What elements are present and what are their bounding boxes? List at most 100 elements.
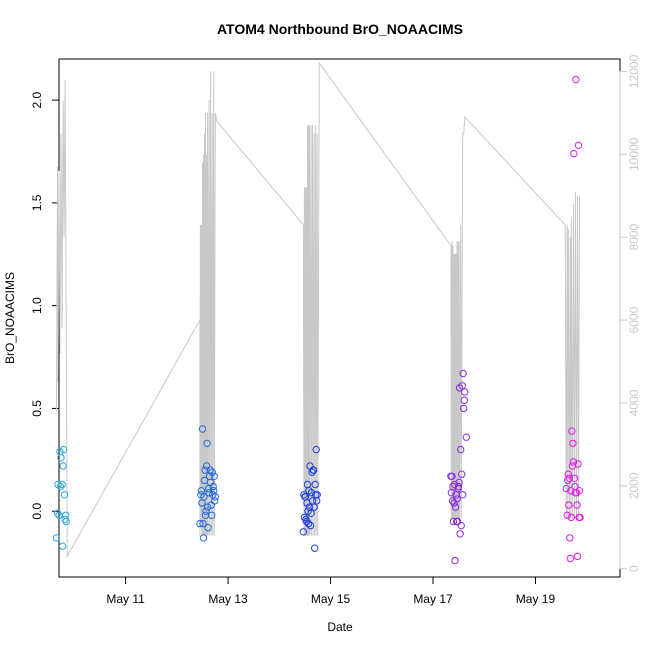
chart-title: ATOM4 Northbound BrO_NOAACIMS [217,21,463,37]
data-point [459,369,467,378]
data-point [202,507,210,515]
data-point [454,482,463,491]
data-point [307,509,315,517]
data-point [310,503,318,511]
data-point [198,425,207,433]
data-point [300,513,309,522]
data-point [313,491,321,499]
data-point [61,511,70,519]
data-point [311,480,319,489]
data-point [58,542,67,550]
data-point [576,513,584,522]
data-point [462,433,470,441]
data-point [458,382,466,390]
y2-tick-label: 12000 [627,54,641,88]
data-point [448,497,457,505]
data-point [204,524,212,532]
data-point [568,427,576,435]
plot-border [58,58,621,578]
x-tick-label: May 13 [208,592,248,606]
data-point [453,495,461,503]
data-point [457,521,465,530]
y-axis-left: 0.0 0.5 1.0 1.5 2.0 [30,91,60,520]
data-point [453,517,462,526]
y-tick-label: 0.0 [30,503,44,520]
data-point [62,517,70,526]
data-point [569,439,577,448]
data-point [458,470,466,478]
data-point [201,466,209,474]
data-point [575,487,584,495]
data-point [574,460,582,468]
y2-tick-label: 6000 [627,306,641,333]
data-point [199,534,208,542]
data-point [566,554,574,563]
data-point [574,141,583,150]
data-point [208,468,216,476]
data-point [306,521,315,530]
data-point [567,513,575,522]
data-point [59,445,68,454]
data-point [203,439,211,448]
series-points-group [52,75,584,565]
data-point [205,489,213,497]
data-point [211,493,220,501]
data-point [449,482,457,491]
data-point [59,462,67,470]
data-point [54,480,62,489]
data-point [200,493,208,501]
data-point [309,466,318,474]
data-point [562,484,570,493]
data-point [58,480,66,489]
y2-tick-label: 2000 [627,472,641,499]
data-point [208,511,216,519]
data-point [60,491,69,499]
data-point [312,445,320,454]
y-axis-right: 0 2000 4000 6000 8000 10000 12000 [619,54,641,572]
x-tick-label: May 11 [106,592,145,606]
data-point [570,149,578,158]
y2-tick-label: 8000 [627,224,641,251]
y-tick-label: 0.5 [30,400,44,417]
data-point [210,472,218,480]
data-point [448,472,456,480]
y-tick-label: 1.0 [30,297,44,314]
data-point [211,497,219,505]
data-point [197,487,206,495]
data-point [304,519,313,528]
y-tick-label: 2.0 [30,91,44,108]
data-point [572,75,580,84]
data-point [565,474,573,482]
x-tick-label: May 17 [413,592,453,606]
y2-tick-label: 4000 [627,389,641,416]
data-point [565,501,573,509]
data-point [196,519,204,528]
y2-tick-label: 10000 [627,137,641,171]
x-axis-label: Date [327,620,353,634]
data-point [56,482,65,491]
data-point [573,552,582,561]
x-axis: May 11 May 13 May 15 May 17 May 19 [106,576,555,606]
data-point [573,501,581,509]
data-point [302,517,311,526]
x-tick-label: May 15 [311,592,351,606]
y2-tick-label: 0 [627,565,641,572]
altitude-line [55,61,580,559]
y-axis-label: BrO_NOAACIMS [3,272,17,364]
data-point [460,396,468,404]
data-point [203,503,212,511]
data-point [569,458,578,466]
data-point [206,466,214,474]
data-point [563,511,571,519]
series-line-group [55,61,580,559]
data-point [460,404,468,413]
y-tick-label: 1.5 [30,194,44,211]
data-point [451,556,459,565]
data-point [53,509,62,517]
data-point [457,445,465,454]
data-point [299,528,308,536]
data-point [570,474,579,482]
data-point [566,534,574,542]
